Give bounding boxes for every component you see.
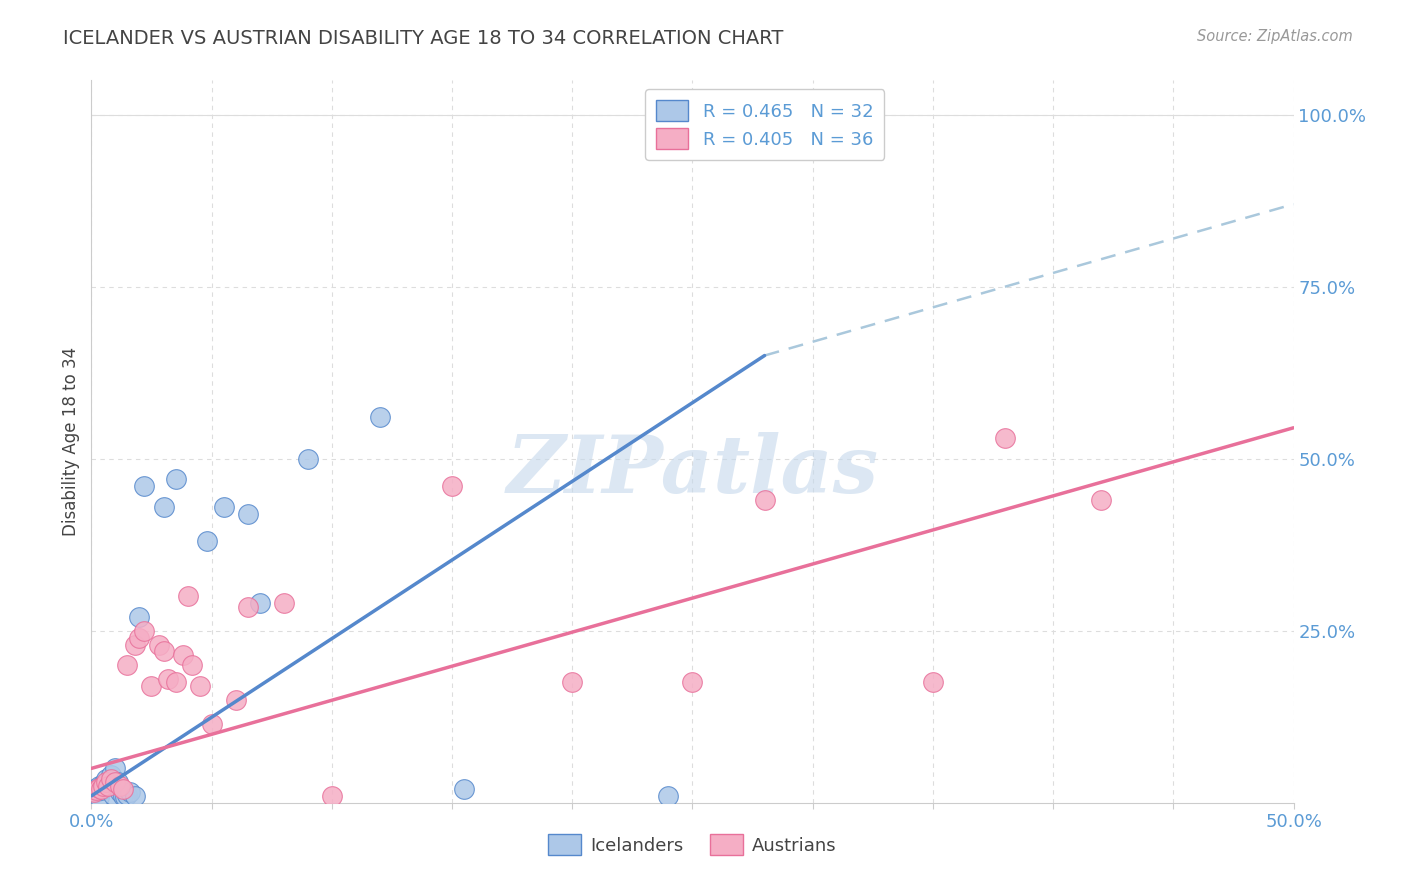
Legend: Icelanders, Austrians: Icelanders, Austrians (541, 827, 844, 863)
Point (922, 675, 945, 690)
Point (97, 779, 120, 793)
Point (321, 789, 343, 803)
Point (104, 775, 127, 789)
Point (561, 675, 583, 690)
Point (83, 785, 105, 799)
Point (93, 780, 115, 795)
Point (101, 788, 124, 802)
Point (117, 788, 139, 802)
Point (84, 785, 107, 799)
Point (114, 790, 136, 805)
Point (172, 648, 194, 662)
Point (90, 783, 112, 797)
Point (104, 761, 127, 775)
Point (273, 596, 295, 610)
Point (118, 785, 141, 799)
Point (110, 779, 132, 793)
Point (297, 451, 319, 466)
Point (165, 675, 187, 690)
Point (128, 631, 150, 645)
Text: Source: ZipAtlas.com: Source: ZipAtlas.com (1197, 29, 1353, 44)
Point (117, 658, 139, 673)
Point (157, 672, 180, 686)
Point (249, 596, 271, 610)
Point (90, 782, 112, 797)
Point (225, 692, 247, 706)
Point (94, 775, 117, 789)
Point (236, 599, 259, 614)
Point (754, 493, 776, 508)
Point (124, 789, 146, 803)
Point (212, 500, 235, 514)
Point (110, 785, 132, 799)
Point (681, 675, 703, 690)
Point (176, 590, 198, 604)
Point (201, 716, 224, 731)
Point (84, 783, 107, 797)
Point (93, 776, 115, 790)
Point (87, 779, 110, 793)
Point (236, 507, 259, 521)
Point (111, 789, 134, 803)
Point (195, 534, 218, 549)
Point (94, 772, 117, 786)
Point (152, 644, 174, 658)
Point (124, 638, 146, 652)
Point (87, 780, 110, 795)
Point (107, 775, 129, 789)
Point (188, 679, 211, 693)
Point (128, 610, 150, 624)
Point (181, 658, 204, 673)
Y-axis label: Disability Age 18 to 34: Disability Age 18 to 34 (62, 347, 80, 536)
Point (368, 410, 391, 425)
Text: ICELANDER VS AUSTRIAN DISABILITY AGE 18 TO 34 CORRELATION CHART: ICELANDER VS AUSTRIAN DISABILITY AGE 18 … (63, 29, 783, 47)
Point (657, 789, 679, 803)
Point (141, 679, 163, 693)
Point (111, 782, 134, 797)
Point (152, 500, 174, 514)
Point (100, 768, 122, 782)
Point (83, 782, 105, 797)
Point (440, 479, 463, 493)
Point (100, 772, 122, 786)
Point (87, 790, 110, 805)
Point (994, 431, 1017, 445)
Point (453, 782, 475, 797)
Point (165, 472, 187, 486)
Point (148, 638, 170, 652)
Point (97, 779, 120, 793)
Point (1090, 493, 1112, 508)
Point (134, 479, 156, 493)
Point (93, 779, 115, 793)
Text: ZIPatlas: ZIPatlas (506, 432, 879, 509)
Point (134, 624, 156, 638)
Point (94, 775, 117, 789)
